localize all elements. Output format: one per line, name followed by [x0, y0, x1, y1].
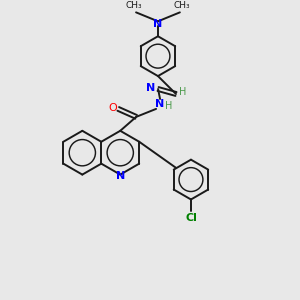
Text: CH₃: CH₃ [173, 1, 190, 10]
Text: N: N [146, 83, 156, 93]
Text: H: H [179, 87, 187, 97]
Text: N: N [155, 99, 165, 109]
Text: N: N [116, 171, 125, 181]
Text: N: N [153, 19, 163, 29]
Text: O: O [108, 103, 117, 113]
Text: Cl: Cl [185, 213, 197, 224]
Text: CH₃: CH₃ [126, 1, 142, 10]
Text: H: H [165, 101, 173, 111]
